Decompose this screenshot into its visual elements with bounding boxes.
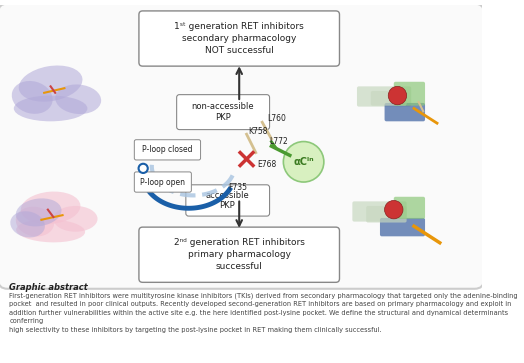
FancyBboxPatch shape bbox=[139, 227, 340, 282]
Ellipse shape bbox=[55, 85, 101, 114]
FancyBboxPatch shape bbox=[134, 140, 201, 160]
FancyBboxPatch shape bbox=[371, 91, 407, 106]
FancyBboxPatch shape bbox=[134, 172, 191, 192]
Ellipse shape bbox=[12, 81, 52, 114]
FancyBboxPatch shape bbox=[394, 197, 425, 219]
FancyBboxPatch shape bbox=[366, 206, 407, 223]
Circle shape bbox=[283, 142, 324, 182]
Text: αCᴵⁿ: αCᴵⁿ bbox=[293, 157, 314, 167]
Ellipse shape bbox=[16, 198, 61, 227]
Text: Graphic abstract: Graphic abstract bbox=[9, 283, 88, 292]
Ellipse shape bbox=[19, 65, 82, 102]
Text: non-accessible
PKP: non-accessible PKP bbox=[191, 102, 254, 122]
Text: E768: E768 bbox=[258, 160, 277, 169]
FancyBboxPatch shape bbox=[177, 95, 269, 130]
Circle shape bbox=[138, 164, 148, 173]
Ellipse shape bbox=[14, 95, 88, 121]
FancyBboxPatch shape bbox=[0, 4, 484, 289]
FancyBboxPatch shape bbox=[352, 201, 407, 221]
Text: L772: L772 bbox=[269, 137, 288, 146]
Ellipse shape bbox=[16, 207, 54, 236]
Ellipse shape bbox=[53, 206, 97, 232]
FancyBboxPatch shape bbox=[380, 218, 425, 236]
Text: 2ⁿᵈ generation RET inhibitors
primary pharmacology
successful: 2ⁿᵈ generation RET inhibitors primary ph… bbox=[174, 238, 304, 271]
FancyBboxPatch shape bbox=[357, 86, 411, 107]
Text: First-generation RET inhibitors were multityrosine kinase inhibitors (TKIs) deri: First-generation RET inhibitors were mul… bbox=[9, 293, 518, 333]
Text: K758: K758 bbox=[248, 127, 268, 136]
FancyBboxPatch shape bbox=[139, 11, 340, 66]
Text: P-loop closed: P-loop closed bbox=[142, 145, 193, 154]
Circle shape bbox=[388, 86, 407, 105]
Ellipse shape bbox=[16, 219, 85, 242]
FancyBboxPatch shape bbox=[385, 103, 425, 121]
Ellipse shape bbox=[10, 211, 45, 237]
Text: P-loop open: P-loop open bbox=[140, 178, 185, 187]
Text: 1ˢᵗ generation RET inhibitors
secondary pharmacology
NOT successful: 1ˢᵗ generation RET inhibitors secondary … bbox=[174, 22, 304, 55]
FancyBboxPatch shape bbox=[394, 82, 425, 106]
Text: F735: F735 bbox=[228, 183, 247, 192]
Circle shape bbox=[385, 200, 403, 219]
Text: L760: L760 bbox=[267, 114, 286, 123]
FancyBboxPatch shape bbox=[186, 185, 269, 216]
Text: accessible
PKP: accessible PKP bbox=[205, 191, 249, 210]
Ellipse shape bbox=[21, 192, 80, 224]
